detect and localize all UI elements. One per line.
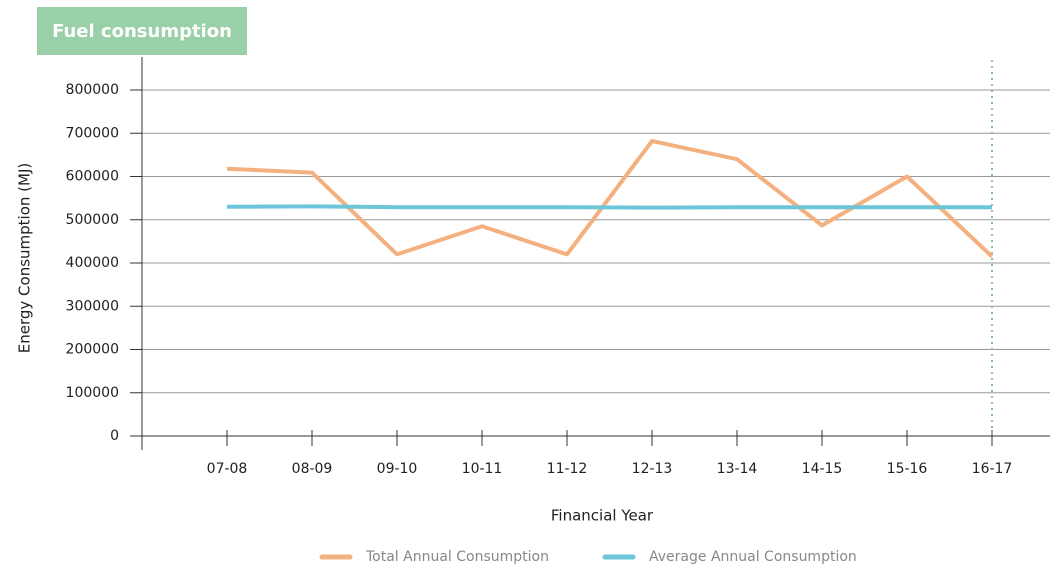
x-tick-label: 09-10: [377, 461, 418, 477]
y-tick-label: 300000: [66, 298, 119, 314]
x-tick-label: 16-17: [972, 461, 1013, 477]
title-badge: [37, 7, 247, 55]
y-tick-label: 700000: [66, 125, 119, 141]
x-tick-label: 11-12: [547, 461, 588, 477]
y-tick-label: 600000: [66, 169, 119, 185]
x-tick-label: 12-13: [632, 461, 673, 477]
x-tick-label: 15-16: [887, 461, 928, 477]
y-tick-label: 0: [110, 428, 119, 444]
y-tick-label: 800000: [66, 82, 119, 98]
x-tick-label: 13-14: [717, 461, 758, 477]
x-tick-label: 14-15: [802, 461, 843, 477]
series-line: [226, 139, 994, 258]
chart-title: Fuel consumption: [52, 21, 232, 42]
x-tick-label: 10-11: [462, 461, 503, 477]
y-tick-label: 500000: [66, 212, 119, 228]
y-tick-label: 400000: [66, 255, 119, 271]
y-axis-label: Energy Consumption (MJ): [16, 163, 34, 353]
x-tick-label: 08-09: [292, 461, 333, 477]
x-tick-label: 07-08: [207, 461, 248, 477]
series-line: [226, 204, 992, 210]
x-axis-label: Financial Year: [551, 507, 654, 525]
legend-label: Total Annual Consumption: [365, 549, 549, 565]
legend-label: Average Annual Consumption: [649, 549, 857, 565]
y-tick-label: 100000: [66, 385, 119, 401]
y-tick-label: 200000: [66, 342, 119, 358]
